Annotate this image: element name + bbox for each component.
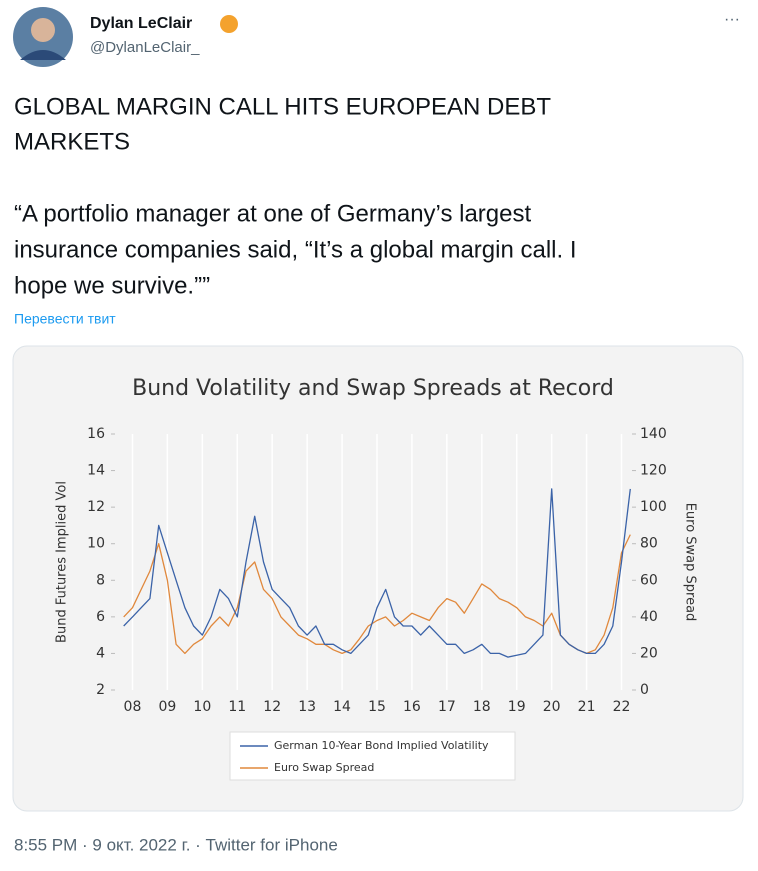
y2-tick-label: 100 [640,499,667,515]
y2-tick-label: 140 [640,426,667,442]
tweet-line: MARKETS [14,128,130,155]
tweet-quote-line: “A portfolio manager at one of Germany’s… [14,200,531,227]
x-tick-label: 17 [438,699,456,715]
y2-axis-title: Euro Swap Spread [683,503,698,622]
x-tick-label: 13 [298,699,316,715]
more-button[interactable]: ··· [724,11,740,28]
avatar-body [20,50,66,60]
timestamp: 8:55 PM · 9 окт. 2022 г. · Twitter for i… [14,835,338,854]
y-tick-label: 10 [87,536,105,552]
x-tick-label: 20 [543,699,561,715]
x-tick-label: 08 [124,699,142,715]
user-name[interactable]: Dylan LeClair [90,15,192,32]
y-tick-label: 6 [96,609,105,625]
chart-title: Bund Volatility and Swap Spreads at Reco… [132,376,614,401]
verified-badge [220,15,238,33]
x-tick-label: 19 [508,699,526,715]
x-tick-label: 16 [403,699,421,715]
tweet-line: GLOBAL MARGIN CALL HITS EUROPEAN DEBT [14,93,551,120]
y-axis-title: Bund Futures Implied Vol [55,481,70,643]
x-tick-label: 09 [158,699,176,715]
y-tick-label: 8 [96,572,105,588]
tweet-quote-line: hope we survive.”” [14,272,210,299]
translate-link[interactable]: Перевести твит [14,311,116,327]
y2-tick-label: 20 [640,645,658,661]
x-tick-label: 10 [193,699,211,715]
chart-card[interactable] [12,345,744,812]
x-tick-label: 18 [473,699,491,715]
x-tick-label: 11 [228,699,246,715]
user-handle[interactable]: @DylanLeClair_ [90,39,200,56]
y2-tick-label: 120 [640,463,667,479]
x-tick-label: 12 [263,699,281,715]
y-tick-label: 2 [96,682,105,698]
x-tick-label: 14 [333,699,351,715]
x-tick-label: 21 [578,699,596,715]
y-tick-label: 14 [87,463,105,479]
legend [229,731,516,781]
y2-tick-label: 80 [640,536,658,552]
legend-label: German 10-Year Bond Implied Volatility [274,739,489,752]
y2-tick-label: 40 [640,609,658,625]
x-tick-label: 15 [368,699,386,715]
y-tick-label: 12 [87,499,105,515]
y2-tick-label: 60 [640,572,658,588]
y-tick-label: 16 [87,426,105,442]
chart: Bund Volatility and Swap Spreads at Reco… [55,376,698,781]
tweet-quote-line: insurance companies said, “It’s a global… [14,236,577,263]
avatar-face [31,18,55,42]
x-tick-label: 22 [613,699,631,715]
y2-tick-label: 0 [640,682,649,698]
legend-label: Euro Swap Spread [274,761,374,774]
series-line [123,488,631,658]
series-line [123,534,631,655]
y-tick-label: 4 [96,645,105,661]
